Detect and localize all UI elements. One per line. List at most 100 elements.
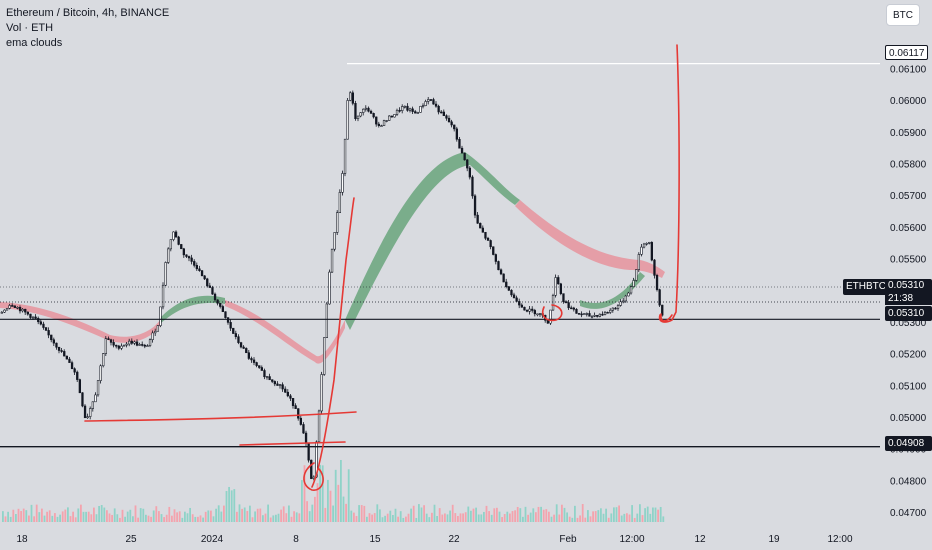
candle-body bbox=[323, 337, 326, 375]
volume-bar bbox=[467, 506, 470, 522]
candle-body bbox=[39, 321, 43, 325]
volume-bar bbox=[566, 512, 568, 522]
volume-bar bbox=[90, 514, 93, 522]
candle-body bbox=[304, 432, 308, 444]
candle-body bbox=[310, 459, 313, 479]
candle-body bbox=[531, 308, 534, 311]
time-tick-label: 19 bbox=[768, 534, 780, 545]
candle-body bbox=[154, 330, 157, 334]
candle-body bbox=[585, 313, 589, 315]
volume-bar bbox=[191, 514, 194, 522]
candle-body bbox=[0, 311, 4, 314]
volume-bar bbox=[386, 513, 389, 522]
volume-bar bbox=[295, 512, 298, 522]
volume-bar bbox=[415, 517, 418, 522]
candle-body bbox=[577, 313, 581, 315]
volume-bar bbox=[332, 505, 334, 522]
time-tick-label: 12 bbox=[694, 534, 706, 545]
candle-body bbox=[31, 316, 35, 319]
volume-bar bbox=[548, 511, 550, 522]
volume-bar bbox=[592, 511, 594, 522]
candle-body bbox=[432, 99, 435, 105]
volume-bar bbox=[594, 511, 597, 522]
ema-indicator-label[interactable]: ema clouds bbox=[6, 37, 63, 49]
candle-body bbox=[94, 394, 97, 403]
volume-bar bbox=[379, 509, 381, 522]
candle-body bbox=[505, 281, 508, 287]
volume-bar bbox=[581, 504, 584, 522]
candle-body bbox=[414, 111, 417, 114]
candle-body bbox=[388, 115, 391, 121]
candle-body bbox=[86, 416, 89, 419]
candle-body bbox=[362, 108, 365, 113]
candle-body bbox=[416, 112, 420, 114]
candle-body bbox=[512, 294, 516, 299]
candle-body bbox=[629, 286, 633, 294]
volume-bar bbox=[420, 507, 423, 522]
candle-body bbox=[588, 313, 591, 317]
candle-body bbox=[427, 99, 430, 102]
candle-body bbox=[642, 243, 646, 248]
candle-body bbox=[284, 388, 287, 393]
volume-bar bbox=[405, 516, 407, 522]
ema-clouds bbox=[0, 152, 665, 364]
ema-cloud-bearish bbox=[0, 302, 160, 343]
candle-body bbox=[63, 351, 66, 357]
volume-bar bbox=[488, 511, 490, 522]
volume-bar bbox=[254, 511, 256, 522]
time-tick-label: 2024 bbox=[201, 534, 224, 545]
volume-bar bbox=[100, 505, 103, 522]
candle-body bbox=[622, 300, 625, 303]
volume-bar bbox=[410, 508, 412, 522]
volume-bar bbox=[98, 505, 100, 522]
candle-body bbox=[562, 293, 565, 302]
candle-body bbox=[3, 309, 6, 313]
volume-bar bbox=[498, 511, 501, 522]
volume-bar bbox=[228, 486, 230, 522]
volume-bar bbox=[503, 514, 506, 522]
price-tick-label: 0.05500 bbox=[890, 255, 927, 266]
volume-bar bbox=[288, 505, 290, 522]
candle-body bbox=[195, 265, 199, 270]
candle-body bbox=[224, 311, 227, 318]
candle-body bbox=[8, 305, 11, 309]
volume-indicator-label[interactable]: Vol · ETH bbox=[6, 22, 54, 34]
candle-body bbox=[445, 115, 448, 119]
time-tick-label: 25 bbox=[125, 534, 137, 545]
candle-body bbox=[554, 277, 557, 296]
volume-bar bbox=[347, 469, 350, 522]
volume-bar bbox=[620, 515, 623, 522]
candle-body bbox=[557, 277, 560, 285]
price-tick-label: 0.05700 bbox=[890, 191, 927, 202]
volume-bar bbox=[199, 515, 202, 522]
volume-bar bbox=[659, 506, 662, 522]
candle-body bbox=[653, 259, 656, 276]
candle-body bbox=[637, 254, 641, 270]
volume-bar bbox=[399, 511, 402, 522]
candle-body bbox=[598, 313, 602, 317]
candle-body bbox=[497, 261, 500, 271]
time-tick-label: 12:00 bbox=[619, 534, 644, 545]
volume-bar bbox=[527, 514, 529, 522]
candle-body bbox=[242, 346, 245, 349]
candle-body bbox=[606, 311, 609, 314]
candle-body bbox=[130, 340, 134, 344]
candle-body bbox=[138, 344, 141, 346]
candle-body bbox=[143, 344, 147, 347]
volume-bar bbox=[137, 517, 139, 522]
candle-body bbox=[377, 123, 381, 126]
volume-bar bbox=[327, 479, 329, 522]
candle-body bbox=[380, 125, 383, 127]
currency-button[interactable]: BTC bbox=[886, 4, 920, 26]
candle-body bbox=[450, 121, 453, 126]
candle-body bbox=[73, 368, 76, 373]
volume-bar bbox=[649, 513, 652, 522]
candle-body bbox=[408, 108, 412, 111]
candle-body bbox=[468, 167, 472, 178]
volume-bar bbox=[514, 510, 516, 522]
candle-body bbox=[117, 345, 121, 349]
volume-bar bbox=[233, 489, 236, 522]
candle-body bbox=[369, 110, 373, 114]
volume-bar bbox=[155, 506, 158, 522]
